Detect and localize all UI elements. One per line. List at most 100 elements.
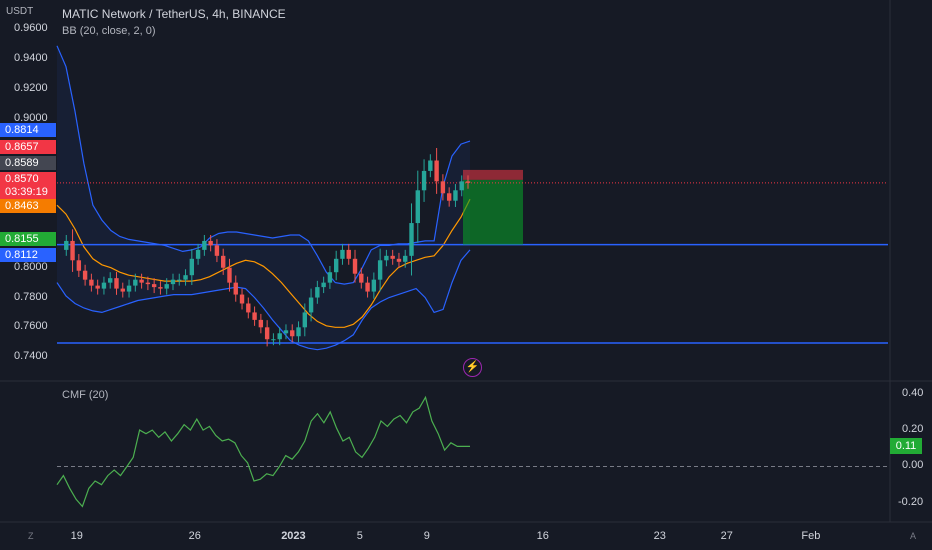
- candle-body: [396, 258, 402, 262]
- candle-body: [428, 160, 433, 171]
- candle-body: [233, 282, 238, 295]
- candle-body: [327, 272, 333, 283]
- timezone-corner[interactable]: Z: [28, 531, 34, 541]
- time-tick-label: 9: [423, 530, 430, 542]
- bb-lower-line: [56, 249, 471, 351]
- cmf-line: [56, 395, 470, 508]
- candle-body: [114, 278, 119, 289]
- candle-body: [101, 282, 107, 289]
- candle-body: [70, 240, 75, 261]
- candle-body: [108, 278, 113, 283]
- bb-band-fill: [57, 45, 470, 350]
- symbol-title[interactable]: MATIC Network / TetherUS, 4h, BINANCE: [62, 7, 286, 21]
- price-tick-label: 0.9200: [14, 82, 48, 95]
- time-tick-label: 19: [70, 530, 83, 542]
- candle-body: [227, 267, 232, 283]
- time-tick-label: 23: [653, 530, 666, 542]
- candle-body: [183, 275, 188, 280]
- price-badge: 0.8112: [0, 248, 56, 262]
- time-tick-label: 26: [188, 530, 201, 542]
- candle-body: [409, 223, 414, 256]
- cmf-tick-label: 0.00: [902, 459, 924, 472]
- candle-body: [277, 333, 282, 340]
- candle-body: [371, 279, 377, 292]
- candle-body: [208, 240, 213, 246]
- price-badge: 0.8463: [0, 199, 56, 213]
- price-tick-label: 0.7400: [14, 350, 48, 363]
- candle-body: [446, 193, 452, 201]
- candle-body: [440, 181, 446, 194]
- candle-body: [365, 282, 370, 292]
- candle-body: [321, 282, 326, 288]
- candle-body: [95, 285, 100, 289]
- cmf-indicator-label[interactable]: CMF (20): [62, 389, 109, 401]
- candle-body: [453, 190, 458, 201]
- time-tick-label: 16: [536, 530, 549, 542]
- bb-upper-line: [56, 45, 471, 285]
- lightning-icon[interactable]: ⚡: [463, 358, 482, 377]
- candle-body: [133, 279, 138, 286]
- candle-body: [296, 327, 301, 337]
- candle-body: [384, 255, 389, 261]
- bb-indicator-label[interactable]: BB (20, close, 2, 0): [62, 25, 156, 37]
- candle-body: [359, 273, 364, 283]
- candle-body: [189, 258, 195, 276]
- candle-body: [164, 284, 169, 289]
- candle-body: [239, 294, 245, 304]
- price-badge: 0.8657: [0, 140, 56, 154]
- candle-body: [158, 287, 163, 289]
- position-stop-zone: [463, 169, 523, 180]
- candle-body: [221, 255, 226, 268]
- candle-body: [264, 327, 270, 340]
- candle-body: [252, 312, 257, 320]
- candle-body: [390, 255, 395, 259]
- price-badge: 0.8570: [0, 172, 56, 186]
- candle-body: [246, 303, 251, 313]
- candle-body: [170, 279, 176, 285]
- bb-basis-line: [56, 198, 471, 328]
- price-unit-label: USDT: [6, 6, 34, 17]
- candle-body: [89, 279, 94, 286]
- price-badge: 0.8155: [0, 232, 56, 246]
- price-tick-label: 0.9600: [14, 22, 48, 35]
- price-badge: 0.8589: [0, 156, 56, 170]
- candle-body: [258, 319, 264, 328]
- candle-body: [195, 249, 201, 259]
- candle-body: [434, 160, 439, 182]
- price-tick-label: 0.7800: [14, 290, 48, 303]
- cmf-current-value-badge: 0.11: [890, 438, 922, 454]
- cmf-tick-label: 0.40: [902, 386, 924, 399]
- cmf-tick-label: 0.20: [902, 423, 924, 436]
- candle-body: [459, 181, 464, 191]
- price-badge: 0.8814: [0, 123, 56, 137]
- price-badge: 03:39:19: [0, 185, 56, 199]
- auto-scale-corner[interactable]: A: [910, 531, 917, 541]
- time-tick-label: Feb: [801, 530, 821, 542]
- candle-body: [415, 190, 420, 224]
- price-tick-label: 0.8000: [14, 260, 48, 273]
- candle-body: [145, 282, 151, 285]
- candle-body: [352, 258, 358, 274]
- candle-body: [333, 258, 339, 273]
- candle-body: [315, 287, 320, 298]
- candle-body: [403, 255, 408, 262]
- position-target-zone: [463, 179, 523, 245]
- candle-body: [308, 297, 314, 313]
- candle-body: [346, 249, 351, 259]
- candle-body: [214, 245, 220, 256]
- time-tick-label: 27: [720, 530, 733, 542]
- price-tick-label: 0.7600: [14, 320, 48, 333]
- time-tick-label: 5: [356, 530, 363, 542]
- candle-body: [283, 330, 289, 334]
- time-tick-label: 2023: [281, 530, 306, 542]
- candle-body: [202, 240, 207, 250]
- candle-body: [177, 279, 182, 281]
- candle-body: [465, 181, 471, 183]
- candle-body: [421, 170, 427, 191]
- candle-body: [126, 285, 132, 292]
- candle-body: [82, 270, 88, 280]
- candle-body: [377, 260, 383, 280]
- candle-body: [139, 279, 144, 283]
- price-tick-label: 0.9400: [14, 52, 48, 65]
